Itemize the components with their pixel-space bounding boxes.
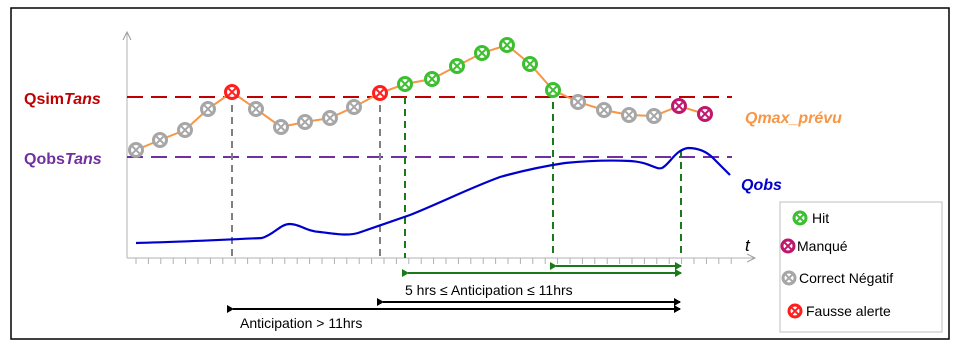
legend-manque-label: Manqué <box>797 238 848 254</box>
marker-correct-negatif-icon <box>297 114 313 130</box>
marker-hit-icon <box>545 82 561 98</box>
legend-box <box>779 201 943 333</box>
legend-hit-label: Hit <box>812 210 829 226</box>
marker-hit-icon <box>397 76 413 92</box>
marker-fausse-alerte-icon <box>372 85 388 101</box>
window-5-11-label: 5 hrs ≤ Anticipation ≤ 11hrs <box>405 282 573 298</box>
x-axis-ticks <box>135 258 732 264</box>
legend-manque-icon <box>780 238 796 254</box>
legend: Hit Manqué Correct Négatif Fausse alerte <box>779 201 943 333</box>
marker-correct-negatif-icon <box>570 94 586 110</box>
t-axis-label: t <box>745 236 751 255</box>
forecast-markers <box>128 37 713 158</box>
marker-correct-negatif-icon <box>322 110 338 126</box>
marker-correct-negatif-icon <box>346 99 362 115</box>
window-gt-11-label: Anticipation > 11hrs <box>240 315 362 331</box>
qobs-tans-label: QobsTans <box>24 151 102 168</box>
marker-correct-negatif-icon <box>248 101 264 117</box>
qobs-label: Qobs <box>741 177 782 194</box>
outer-border <box>10 7 950 340</box>
legend-fausse-alerte-icon <box>787 303 803 319</box>
marker-hit-icon <box>522 56 538 72</box>
qmax-prevu-label: Qmax_prévu <box>745 110 842 127</box>
marker-hit-icon <box>499 37 515 53</box>
marker-hit-icon <box>474 45 490 61</box>
marker-correct-negatif-icon <box>646 108 662 124</box>
marker-correct-negatif-icon <box>596 102 612 118</box>
marker-correct-negatif-icon <box>621 107 637 123</box>
legend-correct-negatif-icon <box>781 270 797 286</box>
marker-correct-negatif-icon <box>177 122 193 138</box>
marker-manque-icon <box>671 98 687 114</box>
marker-correct-negatif-icon <box>152 132 168 148</box>
marker-manque-icon <box>697 106 713 122</box>
qsim-tans-label: QsimTans <box>24 91 101 108</box>
legend-correct-negatif-label: Correct Négatif <box>799 270 893 286</box>
marker-correct-negatif-icon <box>128 142 144 158</box>
observed-curve <box>135 146 731 245</box>
marker-hit-icon <box>424 71 440 87</box>
legend-fausse-alerte-label: Fausse alerte <box>806 303 891 319</box>
legend-hit-icon <box>792 210 808 226</box>
marker-correct-negatif-icon <box>200 101 216 117</box>
marker-fausse-alerte-icon <box>224 84 240 100</box>
marker-correct-negatif-icon <box>273 119 289 135</box>
marker-hit-icon <box>449 58 465 74</box>
